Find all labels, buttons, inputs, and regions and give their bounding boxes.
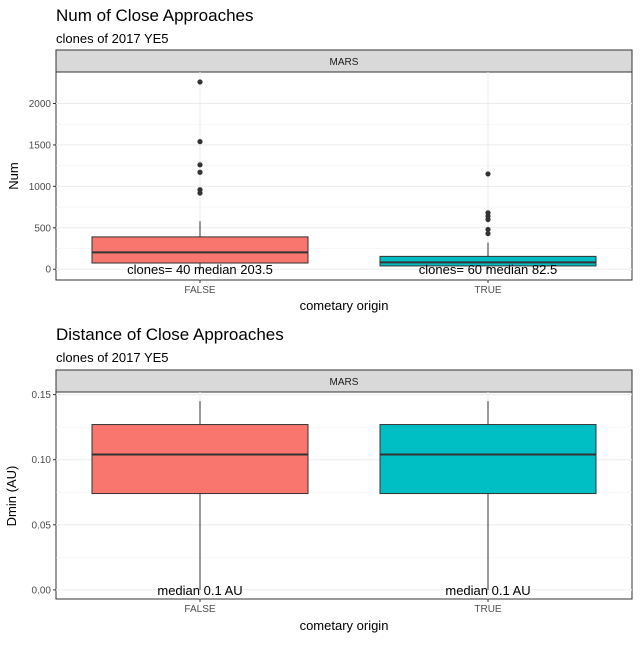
x-axis-title: cometary origin [300, 298, 389, 313]
y-tick-label: 1500 [29, 140, 52, 151]
y-tick-label: 0.10 [32, 455, 52, 466]
box-false [91, 236, 309, 264]
y-tick-label: 0.15 [32, 390, 52, 401]
annotation-label: clones= 40 median 203.5 [127, 262, 273, 277]
x-tick-label: TRUE [474, 604, 502, 615]
outlier-point [485, 226, 491, 233]
annotation-label: clones= 60 median 82.5 [419, 262, 557, 277]
y-tick-label: 2000 [29, 99, 52, 110]
y-tick-label: 500 [34, 223, 51, 234]
distance-close-approaches-panel: Distance of Close Approaches clones of 2… [4, 325, 633, 633]
annotation-label: median 0.1 AU [445, 583, 530, 598]
x-tick-label: FALSE [184, 604, 215, 615]
outlier-point [197, 79, 203, 85]
plot-panel [55, 391, 633, 600]
box-true [379, 255, 597, 267]
chart-title: Num of Close Approaches [56, 6, 254, 25]
y-axis-title: Num [6, 162, 21, 189]
outlier-point [197, 190, 203, 196]
box-true [379, 424, 597, 495]
x-tick-label: FALSE [184, 285, 215, 296]
outlier-point [485, 230, 491, 237]
outlier-point [197, 139, 203, 145]
facet-strip-label: MARS [330, 57, 359, 68]
y-axis-title: Dmin (AU) [4, 466, 19, 527]
y-tick-label: 0 [45, 265, 51, 276]
box-false [91, 424, 309, 495]
y-tick-label: 0.00 [32, 585, 52, 596]
y-tick-label: 1000 [29, 182, 52, 193]
annotation-label: median 0.1 AU [157, 583, 242, 598]
outlier-point [197, 169, 203, 175]
x-tick-label: TRUE [474, 285, 502, 296]
chart-subtitle: clones of 2017 YE5 [56, 31, 169, 46]
outlier-point [197, 162, 203, 168]
facet-strip-label: MARS [330, 377, 359, 388]
chart-subtitle: clones of 2017 YE5 [56, 350, 169, 365]
outlier-point [485, 171, 491, 177]
x-axis-title: cometary origin [300, 618, 389, 633]
plot-area: 0.00 0.05 0.10 0.15 median 0.1 AU median 0.1 … [32, 390, 632, 615]
outlier-point [485, 216, 491, 223]
plot-area: 0 500 1000 1500 2000 clones= 40 median 203.5 c… [29, 72, 632, 296]
num-close-approaches-panel: Num of Close Approaches clones of 2017 Y… [6, 6, 633, 313]
chart-title: Distance of Close Approaches [56, 325, 284, 344]
y-tick-label: 0.05 [32, 520, 52, 531]
